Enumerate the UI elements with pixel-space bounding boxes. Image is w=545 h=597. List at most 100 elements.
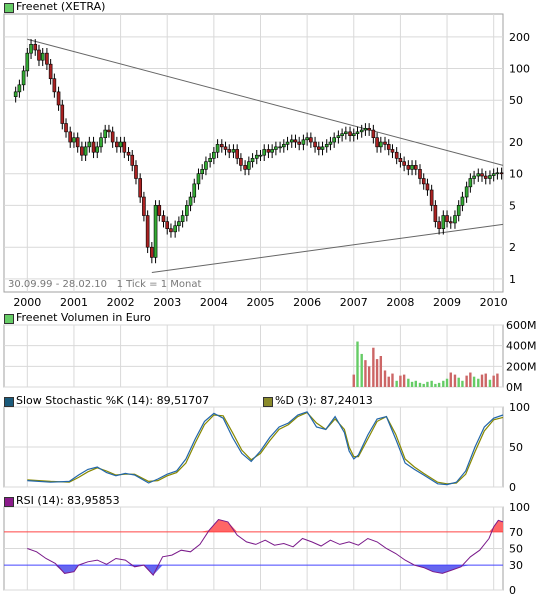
candle-body xyxy=(254,154,259,159)
candle-body xyxy=(332,137,336,143)
trendline xyxy=(27,38,504,166)
candle-body xyxy=(196,173,201,185)
stoch-k-legend-swatch xyxy=(4,397,14,407)
candle-body xyxy=(480,173,484,177)
volume-bar xyxy=(426,381,429,387)
volume-bar xyxy=(410,381,414,387)
candle-body xyxy=(177,221,181,227)
volume-bar xyxy=(465,375,468,387)
candle-body xyxy=(185,205,189,216)
volume-bar xyxy=(391,373,394,387)
candle-body xyxy=(383,141,387,145)
candle-body xyxy=(87,141,92,148)
volume-bar xyxy=(492,375,495,387)
volume-bar xyxy=(399,375,402,387)
volume-bar xyxy=(387,376,390,387)
volume-bar xyxy=(407,378,410,387)
candle-body xyxy=(363,128,368,131)
volume-bar xyxy=(442,380,445,387)
candle-body xyxy=(464,186,469,198)
volume-bar xyxy=(477,378,480,387)
candle-body xyxy=(52,78,57,93)
candle-body xyxy=(495,172,500,175)
candle-body xyxy=(468,178,473,188)
volume-bar xyxy=(453,374,457,387)
candle-body xyxy=(215,144,220,153)
stoch-y-tick-label: 50 xyxy=(509,441,523,454)
volume-bar xyxy=(434,383,437,387)
candle-body xyxy=(204,161,208,170)
candle-body xyxy=(138,178,142,198)
x-tick-label: 2010 xyxy=(480,296,508,309)
volume-bar xyxy=(379,356,383,387)
candle-body xyxy=(122,141,127,153)
candle-body xyxy=(371,129,376,138)
candle-body xyxy=(340,133,344,136)
volume-y-tick-label: 400M xyxy=(506,340,537,353)
volume-bar xyxy=(488,379,492,387)
candle-body xyxy=(243,165,247,170)
candle-body xyxy=(95,146,100,153)
candle-body xyxy=(25,52,30,72)
candle-body xyxy=(476,173,481,177)
candle-body xyxy=(355,131,360,135)
price-y-tick-label: 5 xyxy=(509,199,516,212)
candle-body xyxy=(425,183,430,191)
candle-body xyxy=(40,52,45,61)
candle-body xyxy=(118,141,123,148)
volume-y-tick-label: 0M xyxy=(506,381,523,394)
volume-panel-frame xyxy=(3,324,504,388)
candle-body xyxy=(72,137,76,143)
candle-body xyxy=(456,205,461,216)
candle-body xyxy=(134,165,138,179)
candle-body xyxy=(250,158,255,163)
candle-body xyxy=(266,149,271,153)
volume-y-tick-label: 200M xyxy=(506,360,537,373)
candle-body xyxy=(161,215,166,222)
candle-body xyxy=(402,161,406,166)
candle-body xyxy=(173,225,177,233)
candle-body xyxy=(386,144,391,150)
candle-body xyxy=(289,139,294,143)
x-tick-label: 2008 xyxy=(386,296,414,309)
volume-bar xyxy=(461,380,464,387)
candle-body xyxy=(60,104,65,124)
candle-body xyxy=(351,133,356,136)
rsi-y-tick-label: 30 xyxy=(509,559,523,572)
candle-body xyxy=(68,131,73,143)
candle-body xyxy=(320,146,325,150)
stoch-k-legend: Slow Stochastic %K (14): 89,51707 xyxy=(16,394,210,407)
x-tick-label: 2000 xyxy=(13,296,41,309)
volume-legend-swatch xyxy=(4,314,14,324)
price-y-tick-label: 2 xyxy=(509,241,516,254)
candle-body xyxy=(398,158,403,163)
price-y-tick-label: 50 xyxy=(509,94,523,107)
candle-body xyxy=(231,149,236,153)
volume-bar xyxy=(402,374,406,387)
candle-body xyxy=(37,49,41,61)
candle-body xyxy=(418,169,422,179)
x-tick-label: 2003 xyxy=(153,296,181,309)
candle-body xyxy=(188,196,193,206)
candle-body xyxy=(64,123,68,133)
candle-body xyxy=(110,131,115,143)
candle-body xyxy=(406,165,411,170)
candle-body xyxy=(247,161,251,170)
candle-body xyxy=(126,151,131,156)
rsi-y-tick-label: 50 xyxy=(509,543,523,556)
candle-body xyxy=(413,165,418,170)
candle-body xyxy=(103,129,107,138)
candle-body xyxy=(80,146,84,156)
volume-bar xyxy=(437,382,441,387)
volume-bar xyxy=(430,380,433,387)
candle-body xyxy=(75,137,80,148)
candle-body xyxy=(282,144,286,148)
candle-body xyxy=(421,178,426,185)
candle-body xyxy=(235,149,239,159)
candle-body xyxy=(293,139,298,143)
candle-body xyxy=(336,135,341,138)
candle-body xyxy=(83,146,88,156)
candle-body xyxy=(441,215,446,229)
volume-bar xyxy=(484,373,487,387)
